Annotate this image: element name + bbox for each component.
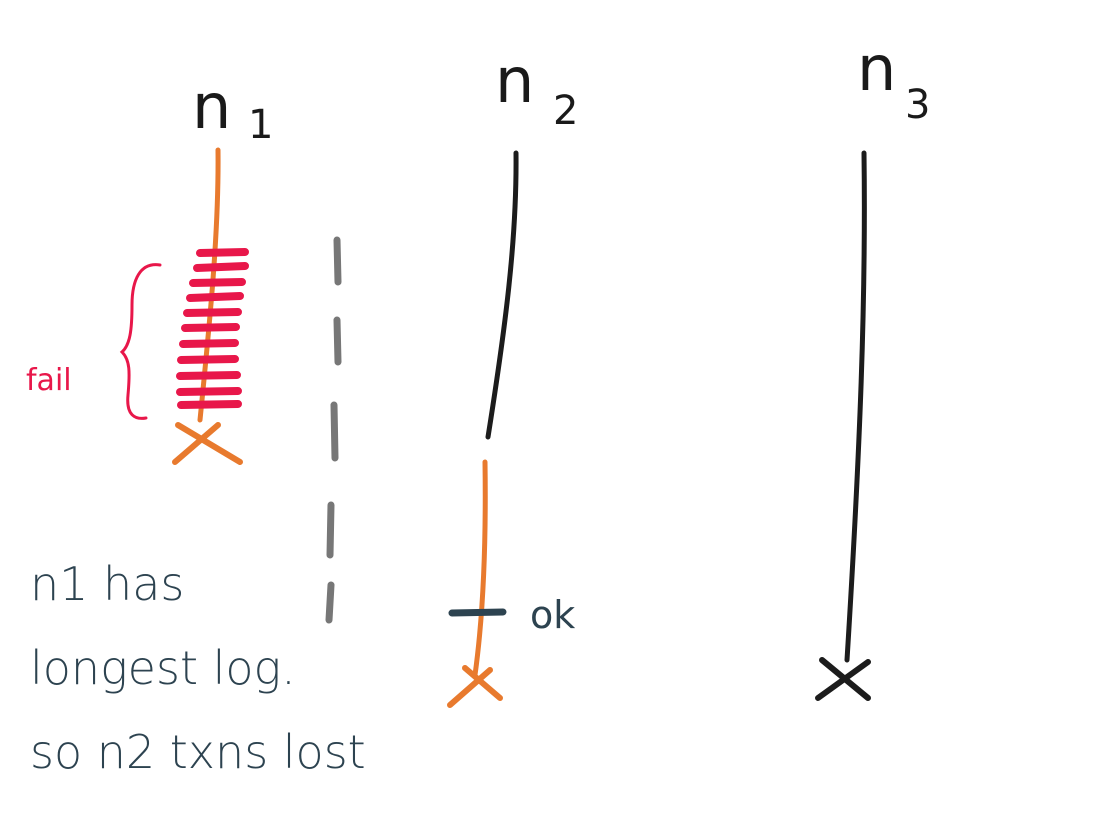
- note-line-1: n1 has: [30, 557, 184, 611]
- node-subscript-n3: 3: [905, 82, 930, 128]
- n2-timeline-follower: [485, 150, 519, 440]
- fail-brace: [119, 263, 162, 420]
- n3-crash-x-icon: [815, 657, 871, 701]
- failed-write-stroke: [176, 371, 241, 380]
- failed-write-stroke: [176, 387, 242, 396]
- network-partition-line: [325, 236, 342, 624]
- partition-dash: [326, 501, 335, 559]
- n2-crash-x-icon: [447, 665, 503, 708]
- failed-write-stroke: [177, 355, 239, 364]
- failed-write-stroke: [186, 292, 244, 302]
- note-line-2: longest log.: [30, 641, 296, 695]
- partition-dash: [330, 401, 339, 462]
- ok-label: ok: [530, 593, 575, 637]
- failed-write-stroke: [193, 262, 249, 272]
- n2-timeline-leader: [472, 459, 488, 678]
- n1-failed-writes: [176, 248, 249, 409]
- failed-write-stroke: [183, 308, 242, 317]
- node-subscript-n1: 1: [248, 102, 273, 148]
- note-line-3: so n2 txns lost: [30, 725, 366, 779]
- node-label-n1: n: [192, 70, 231, 143]
- partition-dash: [333, 316, 342, 366]
- failed-write-stroke: [179, 339, 239, 348]
- n1-crash-x-icon: [172, 422, 243, 465]
- failed-write-stroke: [189, 278, 246, 287]
- n3-timeline: [844, 150, 867, 663]
- node-label-n3: n: [857, 32, 896, 105]
- node-label-n2: n: [495, 44, 534, 117]
- n2-acknowledged-write: [448, 608, 507, 617]
- partition-dash: [333, 236, 342, 286]
- failed-write-stroke: [177, 400, 242, 409]
- failed-write-stroke: [196, 248, 249, 257]
- partition-dash: [325, 581, 335, 624]
- failed-write-stroke: [181, 323, 240, 332]
- fail-label: fail: [26, 363, 72, 398]
- node-subscript-n2: 2: [553, 88, 578, 134]
- n1-timeline: [197, 147, 221, 423]
